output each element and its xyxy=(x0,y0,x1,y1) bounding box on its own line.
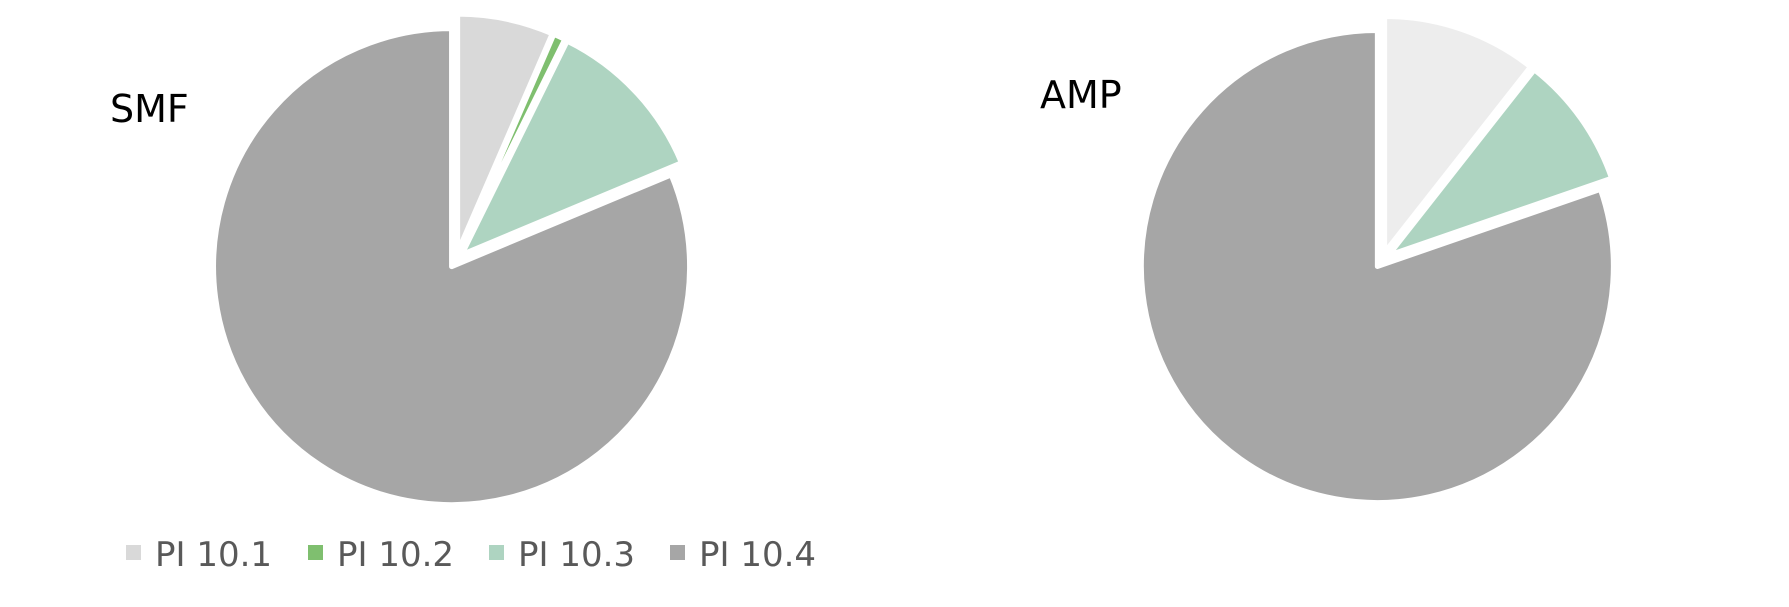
legend-label-pi-10-3: PI 10.3 xyxy=(518,535,635,575)
pie-slice-amp-pi-10-3 xyxy=(1386,67,1615,258)
legend: PI 10.1 PI 10.2 PI 10.3 PI 10.4 xyxy=(126,535,816,575)
legend-swatch-pi-10-4 xyxy=(670,545,685,560)
legend-label-pi-10-4: PI 10.4 xyxy=(699,535,816,575)
legend-swatch-pi-10-2 xyxy=(308,545,323,560)
pie-slice-amp-pi-10-1 xyxy=(1382,13,1533,255)
legend-label-pi-10-2: PI 10.2 xyxy=(337,535,454,575)
legend-label-pi-10-1: PI 10.1 xyxy=(155,535,272,575)
chart-title-amp: AMP xyxy=(1040,73,1122,117)
pie-slice-smf-pi-10-4 xyxy=(211,26,693,508)
pie-chart-smf xyxy=(211,11,693,508)
pie-slice-smf-pi-10-3 xyxy=(459,38,684,258)
pie-chart-amp xyxy=(1138,13,1616,505)
chart-title-smf: SMF xyxy=(110,87,189,131)
pie-slice-smf-pi-10-2 xyxy=(456,31,568,256)
pie-slice-amp-pi-10-4 xyxy=(1138,28,1616,505)
legend-swatch-pi-10-1 xyxy=(126,545,141,560)
legend-swatch-pi-10-3 xyxy=(489,545,504,560)
